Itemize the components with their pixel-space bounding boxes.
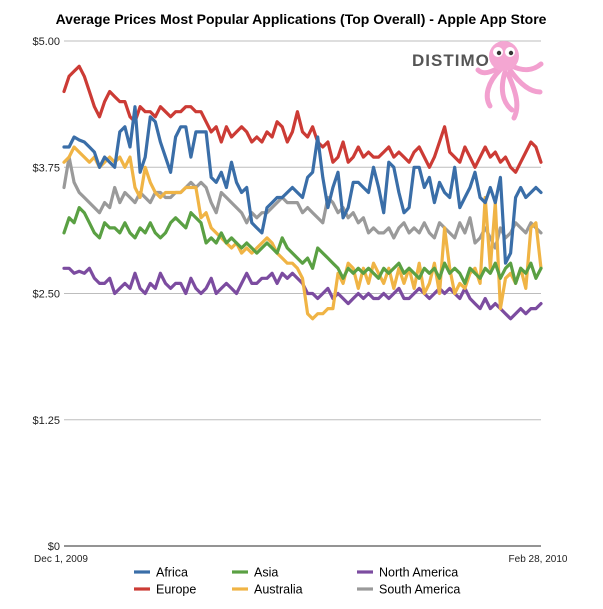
y-tick-label: $0	[48, 541, 60, 553]
legend: Africa Europe Asia Australia North America So…	[134, 566, 460, 597]
legend-label-south-america: South America	[379, 583, 460, 597]
series-line-europe	[62, 64, 543, 174]
x-tick-label: Dec 1, 2009	[34, 554, 88, 565]
series-line-asia	[62, 206, 543, 285]
y-axis-ticks: $0 $1.25 $2.50 $3.75 $5.00	[32, 36, 60, 553]
y-tick-label: $1.25	[32, 415, 60, 427]
series-lines	[62, 64, 543, 321]
legend-label-africa: Africa	[156, 566, 188, 580]
chart-title: Average Prices Most Popular Applications…	[56, 11, 547, 27]
y-tick-label: $2.50	[32, 289, 60, 301]
series-line-south-america	[62, 155, 543, 250]
octopus-icon	[475, 41, 544, 121]
legend-label-australia: Australia	[254, 583, 303, 597]
series-line-australia	[62, 145, 543, 321]
brand-name: DISTIMO	[412, 51, 490, 70]
legend-label-asia: Asia	[254, 566, 278, 580]
legend-label-europe: Europe	[156, 583, 196, 597]
series-line-africa	[62, 105, 543, 265]
y-tick-label: $5.00	[32, 36, 60, 48]
x-axis-ticks: Dec 1, 2009 Feb 28, 2010	[34, 554, 568, 565]
legend-label-north-america: North America	[379, 566, 458, 580]
x-tick-label: Feb 28, 2010	[509, 554, 568, 565]
distimo-logo: DISTIMO	[412, 41, 544, 121]
y-tick-label: $3.75	[32, 162, 60, 174]
